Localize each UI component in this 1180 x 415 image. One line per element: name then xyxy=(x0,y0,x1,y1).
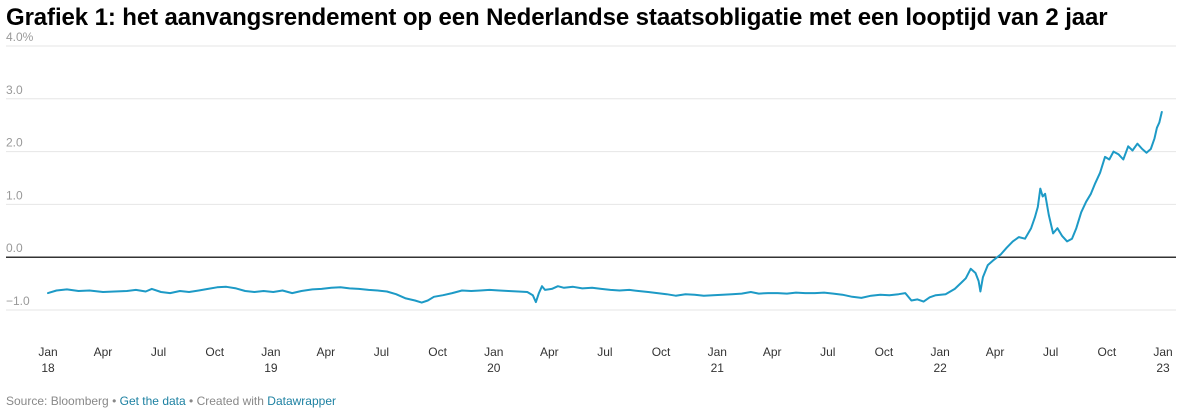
x-tick-label: Oct xyxy=(205,345,224,359)
y-tick-label: 1.0 xyxy=(6,188,23,202)
x-tick-year-label: 18 xyxy=(41,361,55,375)
created-with-text: Created with xyxy=(196,394,264,408)
x-tick-label: Jan xyxy=(1153,345,1172,359)
x-tick-year-label: 22 xyxy=(933,361,947,375)
x-tick-label: Oct xyxy=(652,345,671,359)
x-tick-year-label: 21 xyxy=(711,361,725,375)
get-data-link[interactable]: Get the data xyxy=(119,394,186,408)
line-chart: 4.0% 3.0 2.0 1.0 0.0 −1.0 Jan 18 Apr Jul Oct Jan 19… xyxy=(6,30,1176,375)
x-tick-label: Oct xyxy=(428,345,447,359)
yield-series-line xyxy=(47,111,1163,304)
x-tick-year-label: 20 xyxy=(487,361,501,375)
chart-title: Grafiek 1: het aanvangsrendement op een … xyxy=(6,4,1108,31)
x-tick-label: Apr xyxy=(540,345,559,359)
y-tick-label: 2.0 xyxy=(6,136,23,150)
x-tick-label: Apr xyxy=(986,345,1005,359)
x-tick-label: Jul xyxy=(597,345,612,359)
x-tick-label: Apr xyxy=(763,345,782,359)
x-tick-label: Jan xyxy=(930,345,949,359)
x-tick-label: Oct xyxy=(875,345,894,359)
x-tick-label: Apr xyxy=(316,345,335,359)
separator: • xyxy=(112,394,117,408)
footer: Source: Bloomberg • Get the data • Creat… xyxy=(6,394,336,408)
x-tick-label: Jul xyxy=(820,345,835,359)
x-tick-label: Jan xyxy=(38,345,57,359)
y-tick-label: 0.0 xyxy=(6,241,23,255)
x-tick-label: Jan xyxy=(484,345,503,359)
x-tick-year-label: 23 xyxy=(1156,361,1170,375)
x-tick-label: Jan xyxy=(708,345,727,359)
separator: • xyxy=(189,394,194,408)
x-tick-label: Apr xyxy=(94,345,113,359)
grid-lines xyxy=(6,45,1176,311)
x-tick-label: Jul xyxy=(374,345,389,359)
x-tick-label: Jul xyxy=(1043,345,1058,359)
y-tick-label: 3.0 xyxy=(6,83,23,97)
x-axis-ticks: Jan 18 Apr Jul Oct Jan 19 Apr Jul Oct Jan 20 Apr Jul O… xyxy=(38,345,1172,375)
y-tick-label: 4.0% xyxy=(6,30,34,44)
x-tick-year-label: 19 xyxy=(264,361,278,375)
x-tick-label: Jul xyxy=(151,345,166,359)
x-tick-label: Oct xyxy=(1097,345,1116,359)
y-tick-label: −1.0 xyxy=(6,294,30,308)
source-text: Source: Bloomberg xyxy=(6,394,109,408)
datawrapper-link[interactable]: Datawrapper xyxy=(267,394,336,408)
y-axis-ticks: 4.0% 3.0 2.0 1.0 0.0 −1.0 xyxy=(6,30,34,308)
x-tick-label: Jan xyxy=(261,345,280,359)
